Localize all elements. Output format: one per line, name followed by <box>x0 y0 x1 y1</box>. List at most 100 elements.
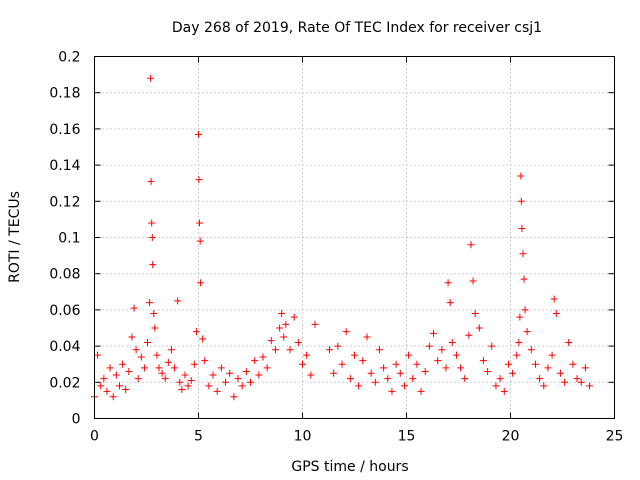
data-point <box>278 310 286 318</box>
data-point <box>128 333 136 341</box>
data-point <box>146 299 154 307</box>
data-point <box>137 353 145 361</box>
data-point <box>263 364 271 372</box>
data-point <box>255 371 263 379</box>
data-point <box>569 360 577 368</box>
data-point <box>190 360 198 368</box>
data-point <box>488 342 496 350</box>
data-points <box>91 74 594 401</box>
data-point <box>515 338 523 346</box>
y-tick-label: 0.02 <box>49 375 80 391</box>
data-point <box>174 297 182 305</box>
data-point <box>363 333 371 341</box>
data-point <box>355 382 363 390</box>
data-point <box>573 375 581 383</box>
data-point <box>400 382 408 390</box>
data-point <box>153 351 161 359</box>
data-point <box>330 369 338 377</box>
data-point <box>230 393 238 401</box>
y-tick-labels: 0 0.02 0.04 0.06 0.08 0.1 0.12 0.14 0.16 0.18 0.2 <box>49 50 80 428</box>
data-point <box>380 364 388 372</box>
data-point <box>280 333 288 341</box>
x-tick-label: 25 <box>606 429 624 445</box>
data-point <box>247 378 254 386</box>
data-point <box>109 393 117 401</box>
data-point <box>176 378 184 386</box>
data-point <box>518 224 526 232</box>
data-point <box>521 306 529 314</box>
data-point <box>531 360 539 368</box>
data-point <box>167 346 175 354</box>
data-point <box>421 367 429 375</box>
data-point <box>475 324 483 332</box>
data-point <box>238 382 246 390</box>
data-point <box>517 197 525 205</box>
data-point <box>565 338 573 346</box>
data-point <box>346 375 354 383</box>
x-axis-label: GPS time / hours <box>291 459 408 475</box>
data-point <box>205 382 213 390</box>
y-tick-label: 0.18 <box>49 86 80 102</box>
data-point <box>425 342 433 350</box>
data-point <box>199 335 207 343</box>
data-point <box>342 328 350 336</box>
data-point <box>132 346 140 354</box>
data-point <box>195 130 202 138</box>
y-tick-label: 0 <box>72 412 81 428</box>
data-point <box>134 375 142 383</box>
x-tick-labels: 0 5 10 15 20 25 <box>90 429 623 445</box>
data-point <box>467 241 475 249</box>
data-point <box>164 358 172 366</box>
data-point <box>171 364 179 372</box>
data-point <box>195 176 203 184</box>
data-point <box>375 346 383 354</box>
x-tick-label: 10 <box>294 429 312 445</box>
data-point <box>161 375 169 383</box>
data-point <box>371 378 379 386</box>
data-point <box>326 346 334 354</box>
data-point <box>540 382 548 390</box>
data-point <box>504 360 512 368</box>
data-point <box>496 375 504 383</box>
data-point <box>581 364 589 372</box>
data-point <box>519 250 527 258</box>
y-tick-label: 0.12 <box>49 194 80 210</box>
data-point <box>299 360 306 368</box>
data-point <box>148 219 156 227</box>
data-point <box>556 369 564 377</box>
data-point <box>367 369 375 377</box>
data-point <box>520 275 528 283</box>
data-point <box>384 375 392 383</box>
data-point <box>430 329 438 337</box>
data-point <box>479 357 487 365</box>
y-tick-label: 0.1 <box>58 231 80 247</box>
data-point <box>338 360 346 368</box>
data-point <box>448 338 456 346</box>
y-axis-label: ROTI / TECUs <box>7 191 23 283</box>
data-point <box>303 351 311 359</box>
data-point <box>140 364 148 372</box>
data-point <box>392 360 400 368</box>
data-point <box>97 382 105 390</box>
data-point <box>438 346 446 354</box>
grid-lines <box>94 56 615 419</box>
data-point <box>149 261 157 269</box>
data-point <box>290 313 298 321</box>
data-point <box>536 375 544 383</box>
data-point <box>444 279 452 287</box>
data-point <box>178 386 186 394</box>
data-point <box>197 279 205 287</box>
data-point <box>527 346 535 354</box>
data-point <box>561 378 569 386</box>
data-point <box>409 375 417 383</box>
data-point <box>148 234 156 241</box>
data-point <box>513 351 521 359</box>
x-tick-label: 5 <box>194 429 203 445</box>
data-point <box>396 369 404 377</box>
data-point <box>286 346 294 354</box>
data-point <box>434 357 442 365</box>
data-point <box>294 338 302 346</box>
data-point <box>517 172 525 180</box>
data-point <box>234 375 242 383</box>
data-point <box>484 367 492 375</box>
